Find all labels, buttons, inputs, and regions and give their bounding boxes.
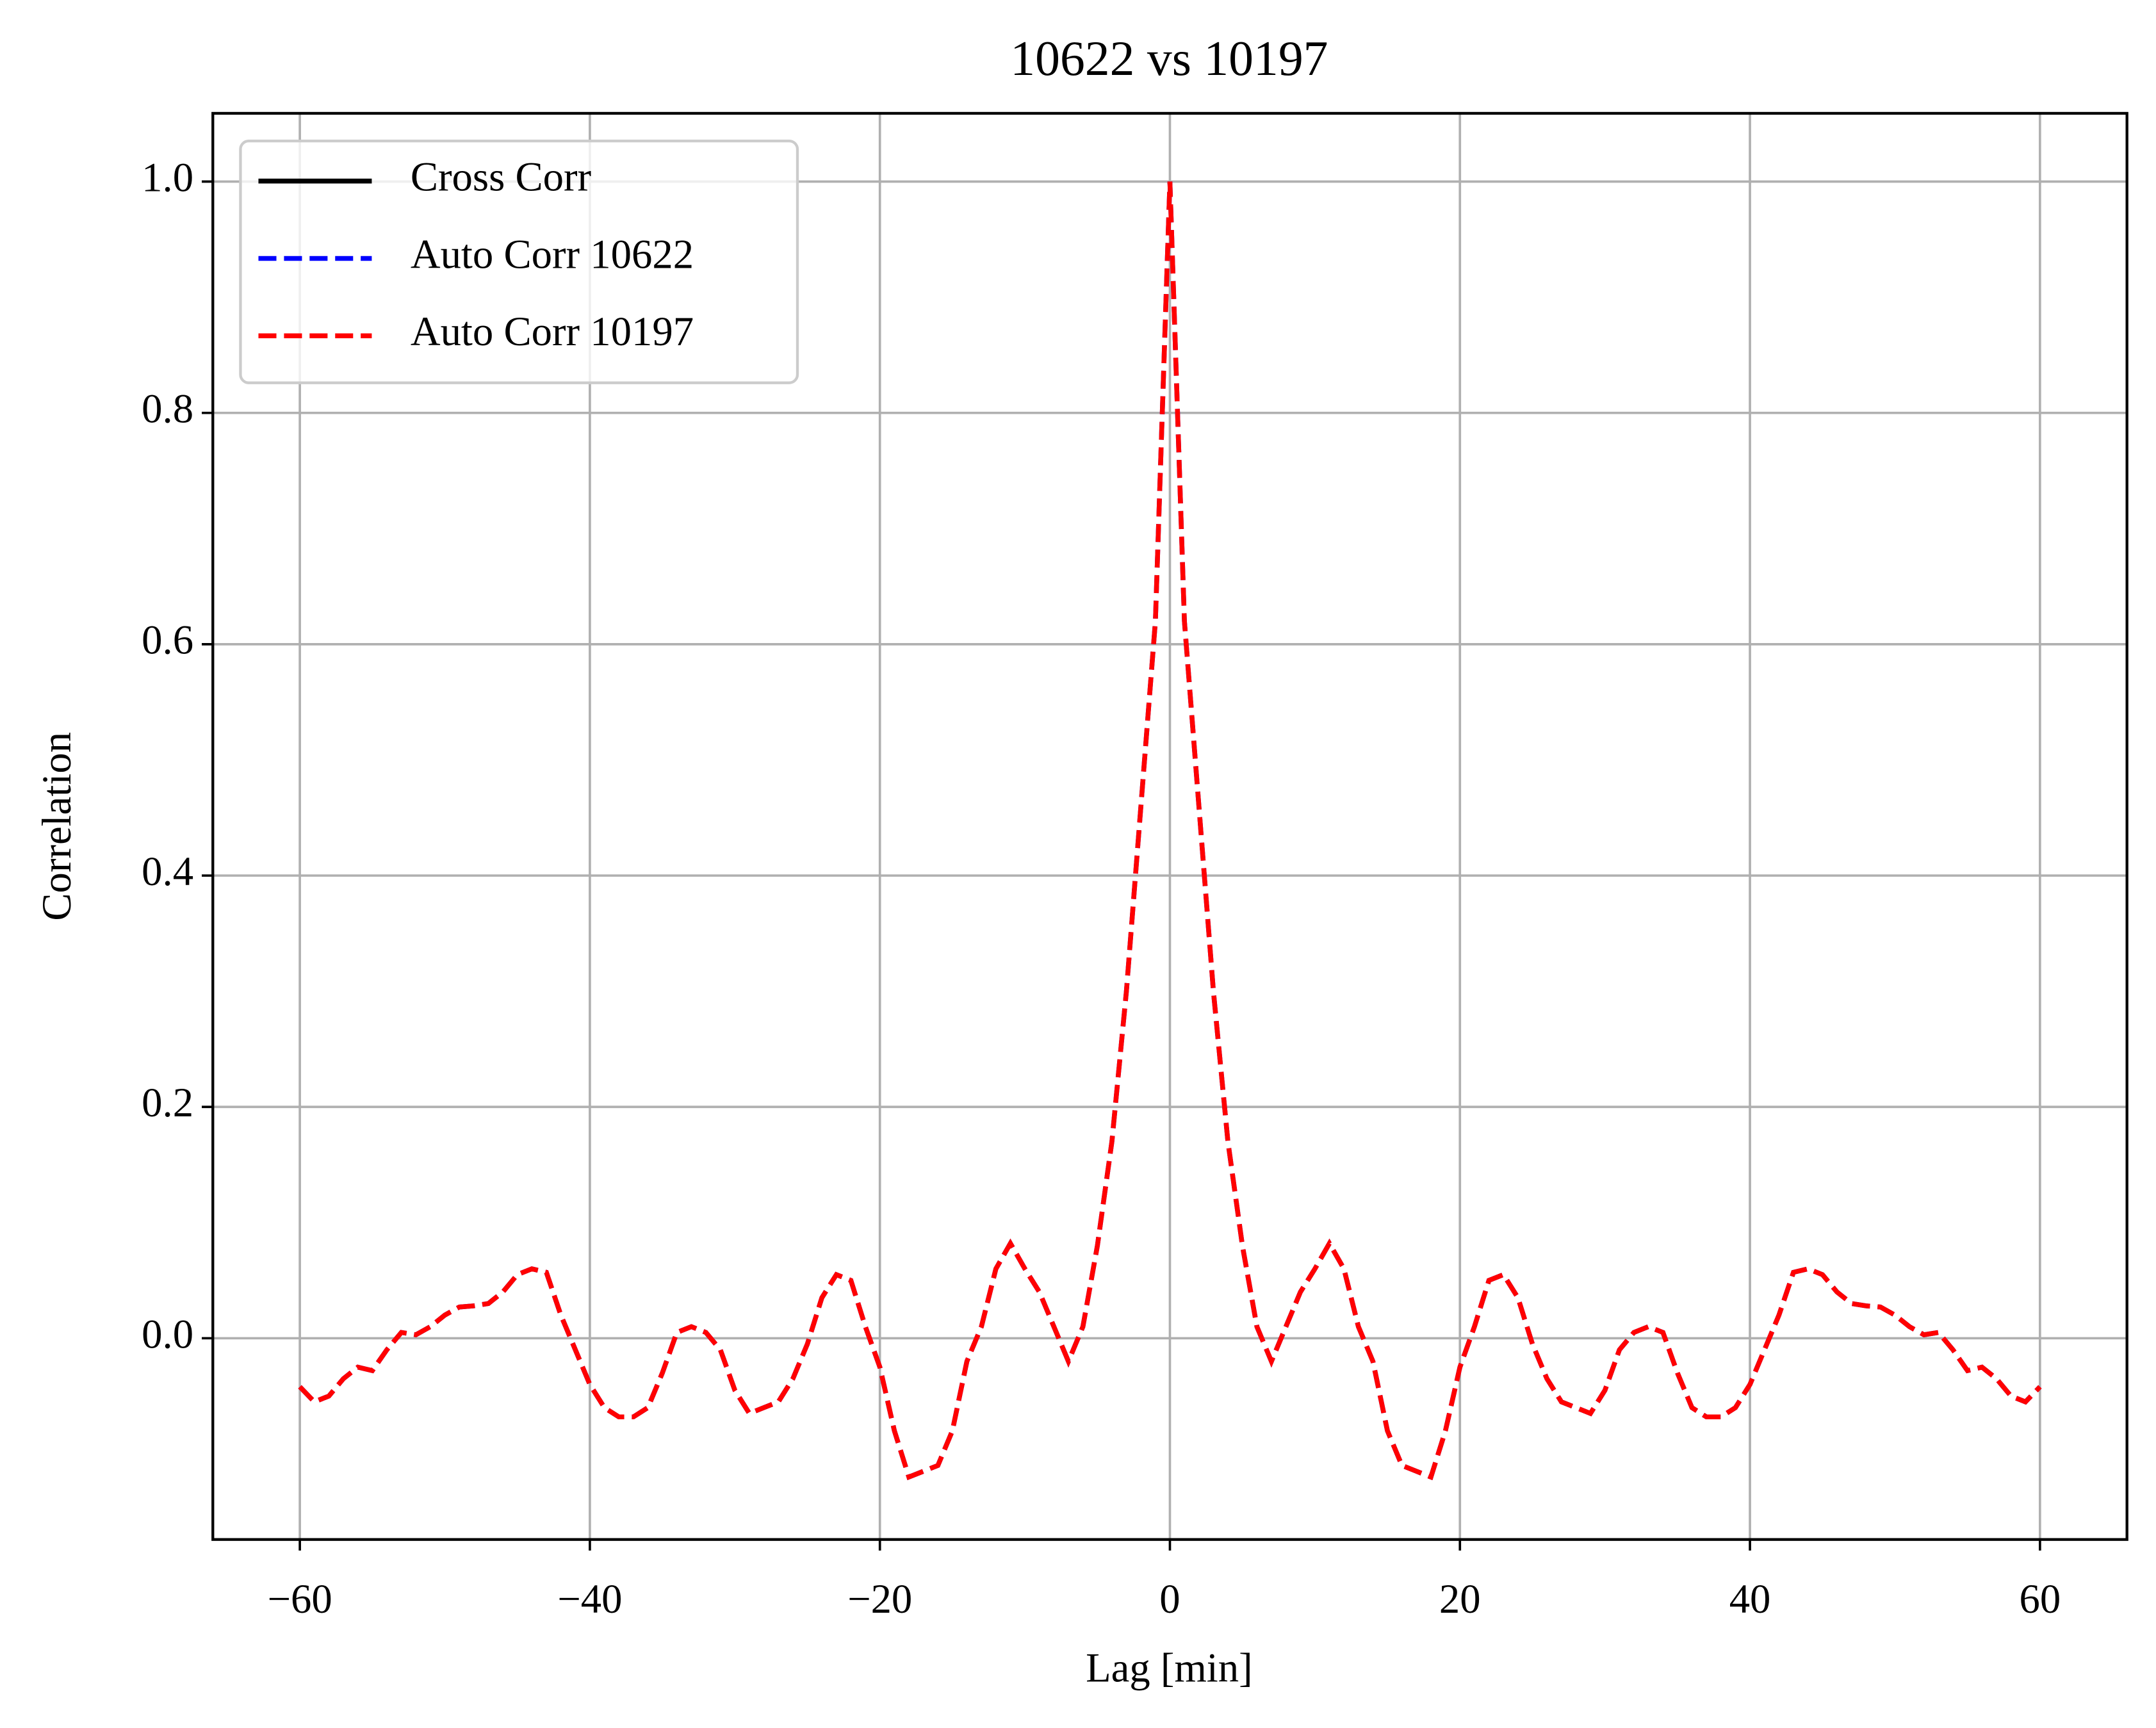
x-tick-label: 20	[1439, 1576, 1481, 1622]
y-tick-label: 0.8	[142, 386, 193, 432]
legend-label: Cross Corr	[411, 154, 591, 200]
legend-label: Auto Corr 10197	[411, 309, 694, 355]
series-line	[298, 181, 2042, 1481]
y-tick-label: 1.0	[142, 154, 193, 200]
y-tick-label: 0.0	[142, 1311, 193, 1357]
x-tick-label: −20	[847, 1576, 912, 1622]
x-tick-label: 60	[2019, 1576, 2061, 1622]
legend-label: Auto Corr 10622	[411, 231, 694, 277]
chart-title: 10622 vs 10197	[1010, 31, 1328, 86]
plot-frame	[211, 111, 2128, 1541]
x-tick-label: −60	[268, 1576, 332, 1622]
x-axis-label: Lag [min]	[1086, 1645, 1253, 1691]
y-tick-label: 0.6	[142, 617, 193, 664]
legend-box	[239, 139, 799, 384]
x-tick-label: 0	[1159, 1576, 1180, 1622]
y-axis-label: Correlation	[34, 732, 80, 921]
x-tick-label: −40	[557, 1576, 622, 1622]
x-tick-label: 40	[1729, 1576, 1771, 1622]
y-tick-label: 0.2	[142, 1080, 193, 1126]
y-tick-label: 0.4	[142, 849, 193, 895]
